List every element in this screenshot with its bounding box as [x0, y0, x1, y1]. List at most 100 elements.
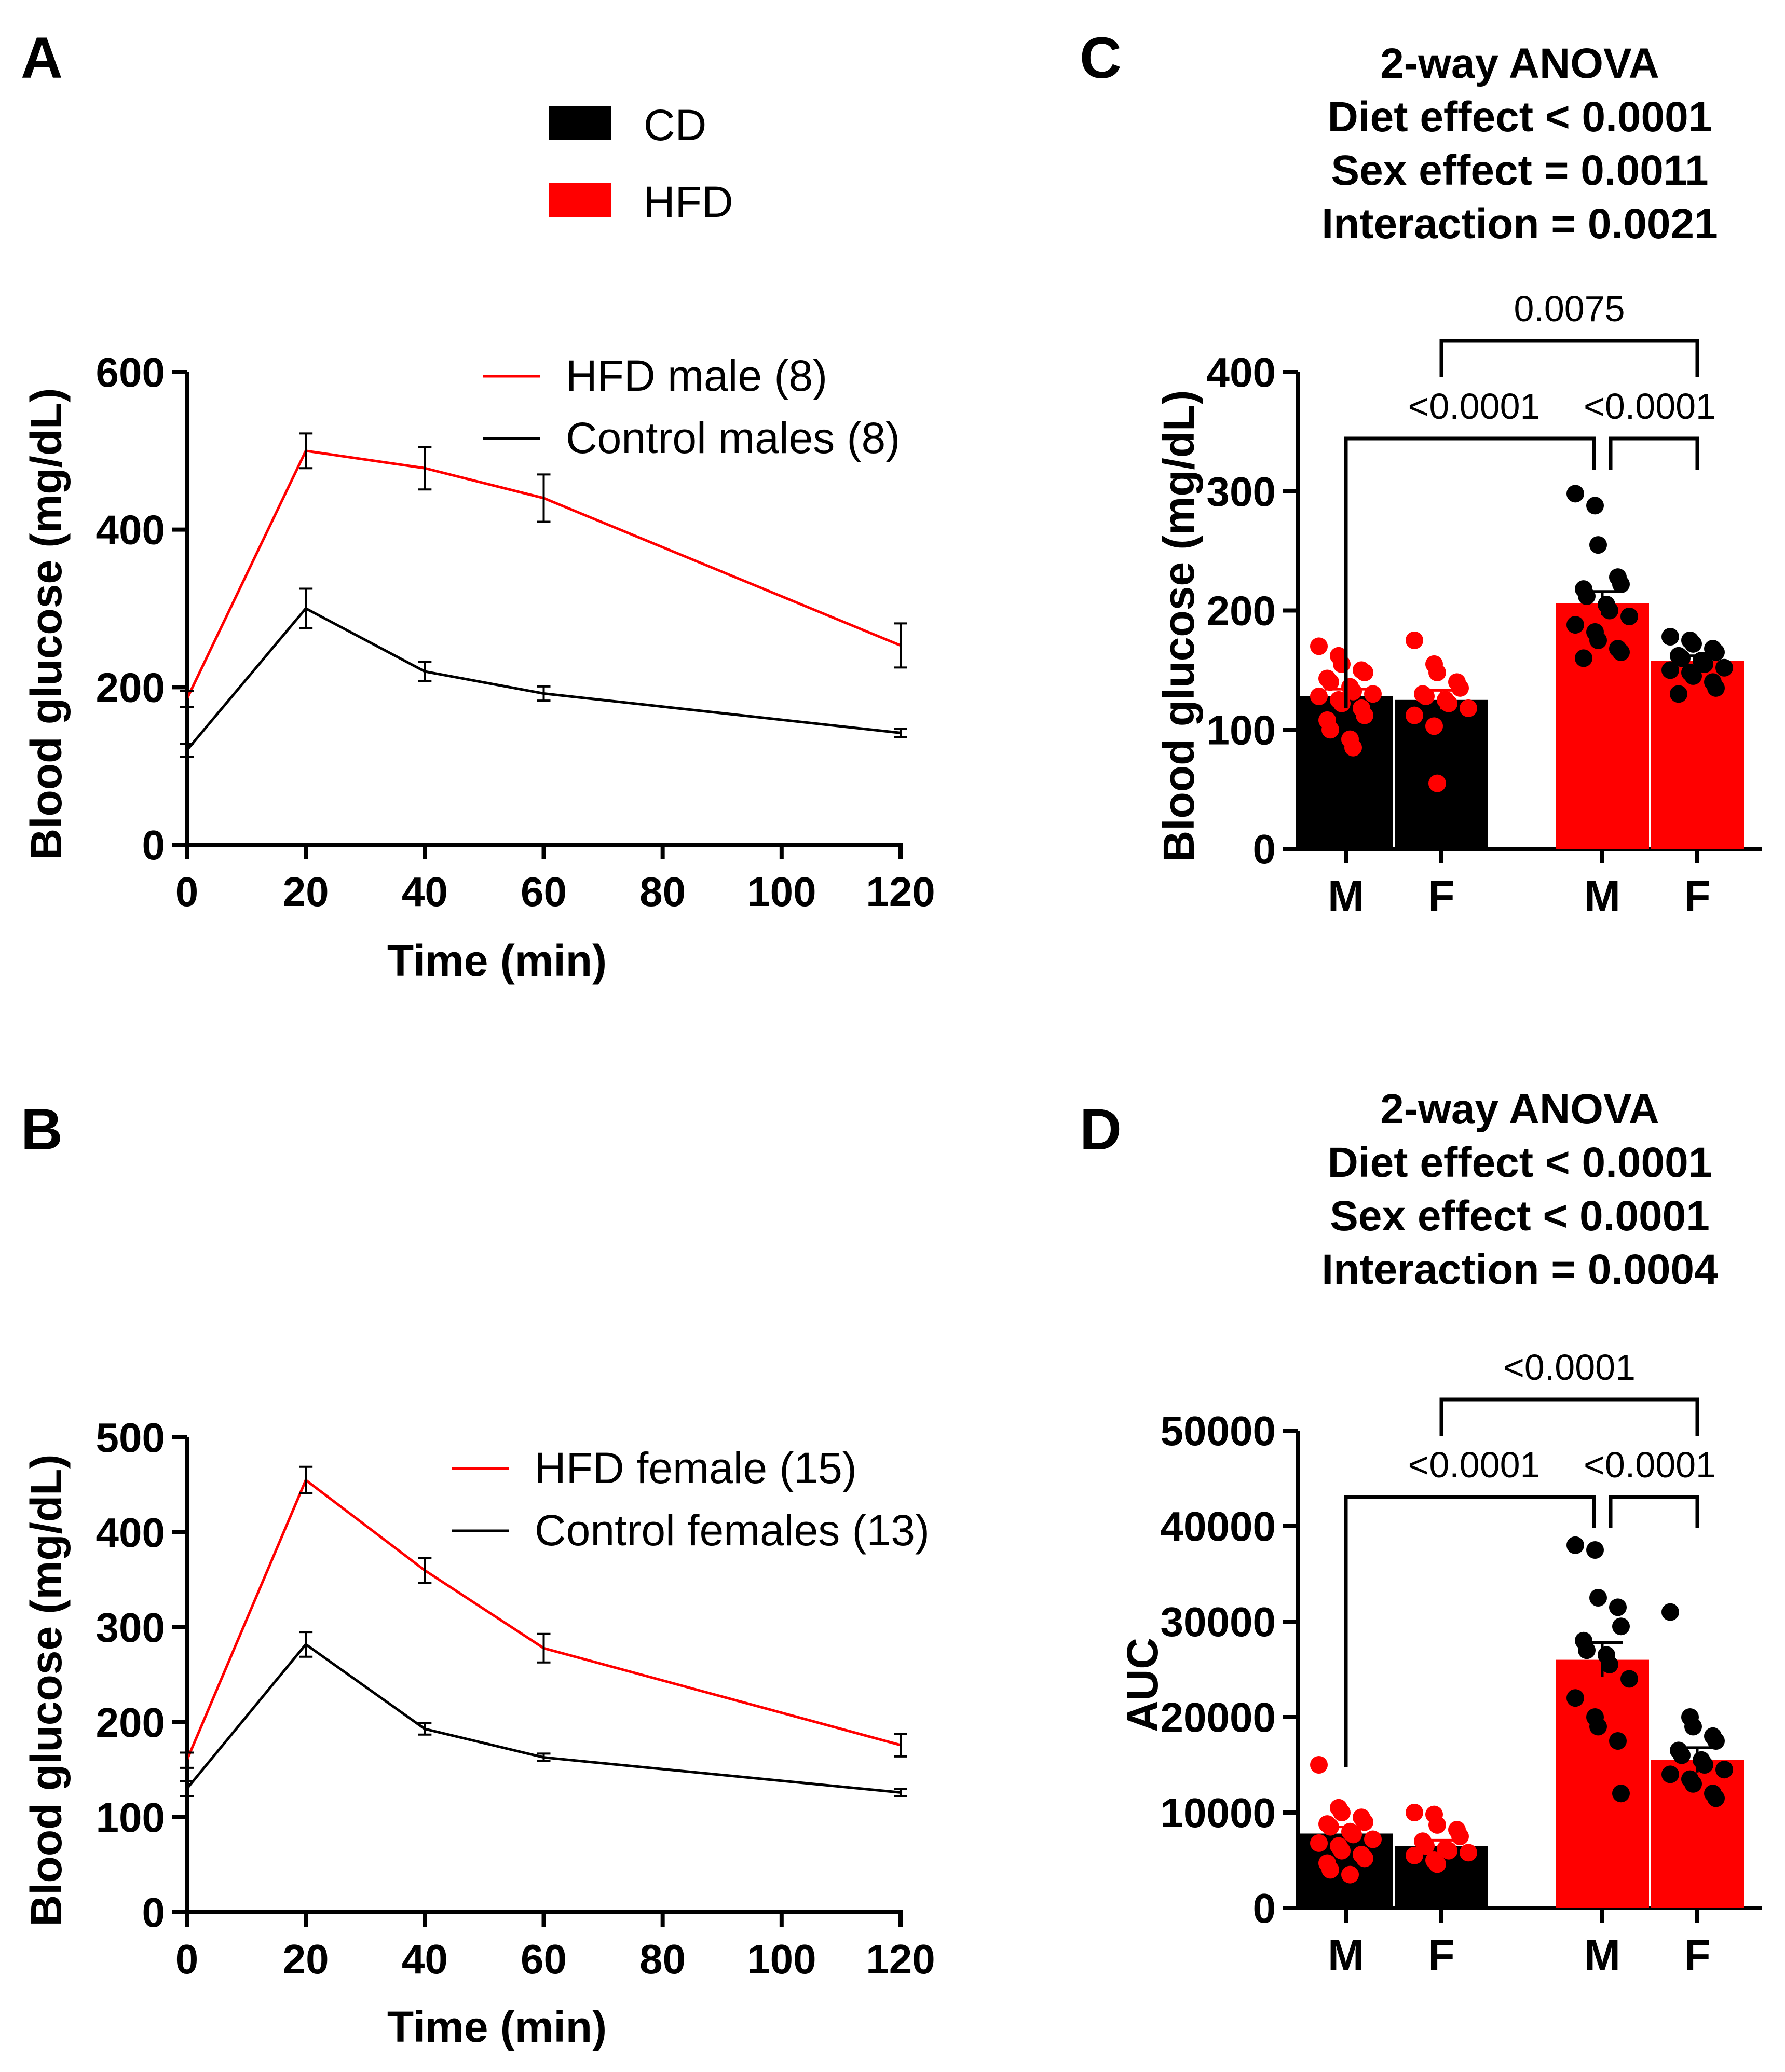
panel-d-data-point: [1707, 1789, 1725, 1807]
panel-c-data-point: [1696, 655, 1713, 673]
panel-b-y-tick-label: 300: [96, 1604, 165, 1651]
panel-d-data-point: [1609, 1732, 1627, 1750]
panel-b-y-tick-label: 200: [96, 1699, 165, 1746]
panel-d-anova-line: Sex effect < 0.0001: [1330, 1192, 1710, 1240]
panel-d-y-tick-label: 40000: [1161, 1503, 1276, 1549]
panel-d-data-point: [1684, 1718, 1702, 1736]
panel-c-data-point: [1684, 635, 1702, 653]
panel-b-x-tick-label: 60: [521, 1936, 567, 1982]
panel-b-x-tick-label: 40: [402, 1936, 448, 1982]
panel-d-data-point: [1601, 1655, 1618, 1673]
panel-c-data-point: [1661, 628, 1679, 646]
panel-b-y-tick-label: 400: [96, 1510, 165, 1556]
panel-c-data-point: [1670, 685, 1687, 703]
panel-c-p-value: <0.0001: [1408, 386, 1541, 427]
panel-c-x-tick-label: F: [1428, 872, 1454, 921]
panel-b-x-tick-label: 0: [175, 1936, 199, 1982]
panel-c-data-point: [1344, 738, 1362, 757]
panel-a-series-line: [186, 607, 901, 751]
panel-b-y-tick-label: 0: [142, 1889, 166, 1936]
legend-label-hfd: HFD: [644, 177, 733, 226]
panel-c-data-point: [1310, 637, 1328, 655]
panel-c-data-point: [1321, 673, 1339, 691]
panel-c: C 2-way ANOVA Diet effect < 0.0001 Sex effe…: [1080, 25, 1762, 921]
panel-c-data-point: [1601, 601, 1618, 620]
panel-c-data-point: [1406, 706, 1423, 724]
panel-c-anova-line: Interaction = 0.0021: [1321, 200, 1718, 248]
panel-b-y-axis-title: Blood glucose (mg/dL): [22, 1454, 71, 1927]
panel-a-legend-label: Control males (8): [566, 414, 900, 462]
panel-a-y-tick-label: 200: [96, 664, 165, 710]
panel-c-bar: [1651, 660, 1744, 849]
panel-d-data-point: [1364, 1830, 1382, 1848]
panel-c-letter: C: [1080, 25, 1122, 90]
panel-a-y-tick-label: 400: [96, 507, 165, 553]
panel-a-x-tick-label: 120: [866, 869, 935, 915]
panel-c-data-point: [1566, 485, 1584, 503]
panel-c-anova-line: Diet effect < 0.0001: [1328, 93, 1712, 141]
panel-d-data-point: [1460, 1844, 1477, 1862]
panel-b-letter: B: [21, 1097, 63, 1162]
panel-c-y-tick-label: 200: [1207, 588, 1276, 634]
panel-c-y-tick-label: 400: [1207, 349, 1276, 395]
panel-d-anova-line: 2-way ANOVA: [1380, 1086, 1659, 1133]
panel-b-legend-label: Control females (13): [535, 1506, 930, 1555]
panel-c-y-tick-label: 100: [1207, 707, 1276, 753]
panel-c-bar: [1299, 696, 1393, 849]
panel-d-y-tick-label: 0: [1253, 1885, 1276, 1931]
panel-d-data-point: [1673, 1746, 1691, 1764]
legend-label-cd: CD: [644, 101, 706, 149]
panel-d-p-value: <0.0001: [1584, 1445, 1716, 1485]
panel-d-data-point: [1406, 1804, 1423, 1821]
panel-d-x-tick-label: M: [1328, 1931, 1364, 1980]
panel-d-data-point: [1310, 1834, 1328, 1852]
panel-c-data-point: [1578, 587, 1596, 605]
panel-d-data-point: [1589, 1589, 1607, 1607]
panel-c-data-point: [1356, 663, 1373, 681]
panel-c-data-point: [1428, 774, 1446, 792]
panel-d-data-point: [1566, 1536, 1584, 1554]
panel-d-data-point: [1321, 1861, 1339, 1879]
panel-a-legend-label: HFD male (8): [566, 351, 827, 400]
legend-swatch-cd: [549, 106, 611, 140]
panel-b: B 0 100 200 300 400 500 0 20 40 60 80 100 120 Time (mi…: [21, 1097, 935, 2051]
panel-d: D 2-way ANOVA Diet effect < 0.0001 Sex effe…: [1080, 1086, 1762, 1980]
panel-c-data-point: [1661, 661, 1679, 679]
panel-d-data-point: [1566, 1689, 1584, 1707]
panel-d-data-point: [1333, 1804, 1351, 1821]
panel-b-x-tick-label: 120: [866, 1936, 935, 1982]
panel-d-data-point: [1589, 1718, 1607, 1736]
panel-d-data-point: [1661, 1603, 1679, 1621]
panel-a-y-axis-title: Blood glucose (mg/dL): [22, 388, 71, 860]
panel-d-y-tick-label: 50000: [1161, 1408, 1276, 1454]
panel-c-data-point: [1612, 575, 1630, 593]
panel-c-comparison-bracket: [1439, 339, 1699, 377]
panel-d-data-point: [1341, 1865, 1359, 1884]
panel-a-x-tick-label: 40: [402, 869, 448, 915]
panel-c-data-point: [1575, 649, 1592, 667]
panel-d-data-point: [1684, 1775, 1702, 1793]
panel-d-data-point: [1406, 1846, 1423, 1864]
panel-d-data-point: [1586, 1541, 1604, 1559]
panel-c-data-point: [1612, 643, 1630, 661]
legend-swatch-hfd: [549, 183, 611, 217]
panel-c-data-point: [1333, 694, 1351, 712]
panel-c-data-point: [1425, 717, 1443, 735]
panel-d-data-point: [1707, 1732, 1725, 1750]
panel-c-data-point: [1333, 655, 1351, 673]
panel-c-data-point: [1406, 631, 1423, 649]
panel-d-p-value: <0.0001: [1503, 1347, 1636, 1388]
panel-a-x-tick-label: 60: [521, 869, 567, 915]
panel-a-letter: A: [21, 25, 63, 90]
panel-d-y-tick-label: 10000: [1161, 1790, 1276, 1836]
panel-a-x-tick-label: 80: [639, 869, 686, 915]
panel-b-x-axis-title: Time (min): [387, 2002, 607, 2051]
panel-c-data-point: [1566, 616, 1584, 634]
panel-a-x-tick-label: 0: [175, 869, 199, 915]
panel-c-data-point: [1451, 679, 1469, 697]
panel-c-y-tick-label: 0: [1253, 826, 1276, 872]
panel-d-anova-line: Diet effect < 0.0001: [1328, 1139, 1712, 1186]
panel-d-data-point: [1609, 1598, 1627, 1616]
panel-a-x-tick-label: 100: [747, 869, 816, 915]
panel-c-data-point: [1364, 685, 1382, 703]
